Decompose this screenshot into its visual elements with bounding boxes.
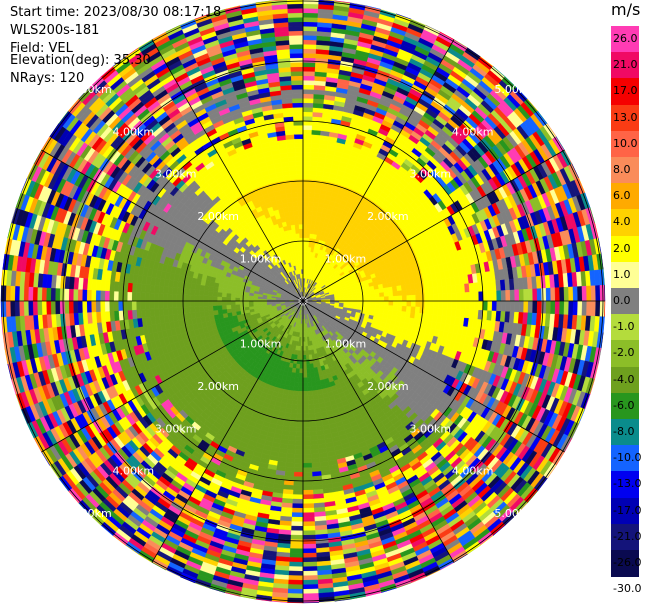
range-ring-label: 1.00km	[240, 337, 282, 350]
azimuth-spoke	[302, 300, 565, 453]
colorbar-tick-label: -1.0	[613, 320, 635, 334]
start-time-label: Start time: 2023/08/30 08:17:18	[10, 5, 222, 20]
azimuth-spoke	[41, 149, 304, 302]
colorbar-unit: m/s	[611, 0, 641, 19]
colorbar-tick-label: -4.0	[613, 372, 635, 386]
ppi-scan-display: 1.00km 1.00km 1.00km 1.00km 2.00km 2.00km 2.00…	[0, 0, 606, 604]
colorbar-tick-label: 21.0	[613, 58, 638, 72]
range-ring-label: 5.00km	[70, 507, 112, 520]
colorbar-cell	[611, 235, 639, 263]
colorbar-tick-label: -8.0	[613, 425, 635, 438]
station-label: WLS200s-181	[10, 23, 100, 38]
range-ring-label: 2.00km	[197, 380, 239, 393]
azimuth-spoke	[151, 300, 304, 563]
range-ring-label: 3.00km	[155, 168, 197, 181]
range-ring-label: 5.00km	[70, 83, 112, 96]
colorbar-tick-label: 26.0	[613, 32, 638, 45]
colorbar-cell	[611, 366, 639, 394]
range-ring-label: 1.00km	[325, 253, 367, 266]
colorbar-cell	[611, 26, 639, 53]
colorbar-cell	[611, 130, 639, 158]
azimuth-spoke	[41, 300, 304, 453]
azimuth-spoke	[302, 39, 455, 302]
range-ring-label: 2.00km	[367, 210, 409, 223]
colorbar-cell	[611, 261, 639, 289]
colorbar-cell	[611, 497, 639, 525]
colorbar-cell	[611, 445, 639, 472]
colorbar-cell	[611, 183, 639, 210]
colorbar-tick-label: -6.0	[613, 398, 635, 412]
colorbar-tick-label: -10.0	[613, 451, 642, 465]
range-ring-label: 4.00km	[113, 125, 155, 138]
azimuth-spoke	[302, 149, 565, 302]
colorbar-tick-label: 0.0	[613, 294, 631, 307]
colorbar-tick-label: 6.0	[613, 189, 631, 203]
colorbar-cell	[611, 209, 639, 237]
colorbar-cell	[611, 288, 639, 315]
colorbar-tick-label: 1.0	[613, 267, 631, 281]
azimuth-spoke	[302, 300, 455, 563]
range-ring-label: 3.00km	[409, 422, 451, 435]
field-label: Field: VEL	[10, 41, 73, 56]
range-ring-label: 4.00km	[452, 465, 494, 478]
range-ring-label: 1.00km	[240, 253, 282, 266]
colorbar-cell	[611, 550, 639, 577]
colorbar-tick-label: 10.0	[613, 136, 638, 150]
range-ring-label: 1.00km	[325, 337, 367, 350]
range-ring-label: 3.00km	[409, 168, 451, 181]
colorbar-tick-label: -30.0	[613, 582, 642, 596]
colorbar-tick-label: -2.0	[613, 346, 635, 360]
colorbar-cell	[611, 419, 639, 446]
colorbar-tick-label: -26.0	[613, 556, 642, 569]
range-ring-label: 5.00km	[494, 83, 536, 96]
colorbar-tick-label: 8.0	[613, 163, 631, 176]
colorbar-cell	[611, 52, 639, 79]
range-ring-label: 5.00km	[494, 507, 536, 520]
range-ring-label: 2.00km	[367, 380, 409, 393]
colorbar-tick-label: -17.0	[613, 503, 642, 517]
colorbar-cell	[611, 340, 639, 368]
colorbar-cell	[611, 392, 639, 420]
colorbar-cell	[611, 78, 639, 106]
colorbar-cell	[611, 104, 639, 132]
range-ring-label: 2.00km	[197, 210, 239, 223]
colorbar-tick-label: 13.0	[613, 110, 638, 124]
range-ring-label: 3.00km	[155, 422, 197, 435]
colorbar-tick-label: 4.0	[613, 215, 631, 229]
colorbar-cell	[611, 314, 639, 341]
elevation-label: Elevation(deg): 35.30	[10, 53, 151, 68]
colorbar-tick-label: -21.0	[613, 529, 642, 543]
colorbar-cell	[611, 523, 639, 551]
colorbar-cell	[611, 157, 639, 184]
colorbar-tick-label: -13.0	[613, 477, 642, 491]
azimuth-spoke	[151, 39, 304, 302]
range-ring-label: 4.00km	[113, 465, 155, 478]
colorbar-tick-label: 2.0	[613, 241, 631, 255]
colorbar-cell	[611, 471, 639, 499]
nrays-label: NRays: 120	[10, 71, 85, 86]
range-ring-label: 4.00km	[452, 125, 494, 138]
colorbar-tick-label: 17.0	[613, 84, 638, 98]
